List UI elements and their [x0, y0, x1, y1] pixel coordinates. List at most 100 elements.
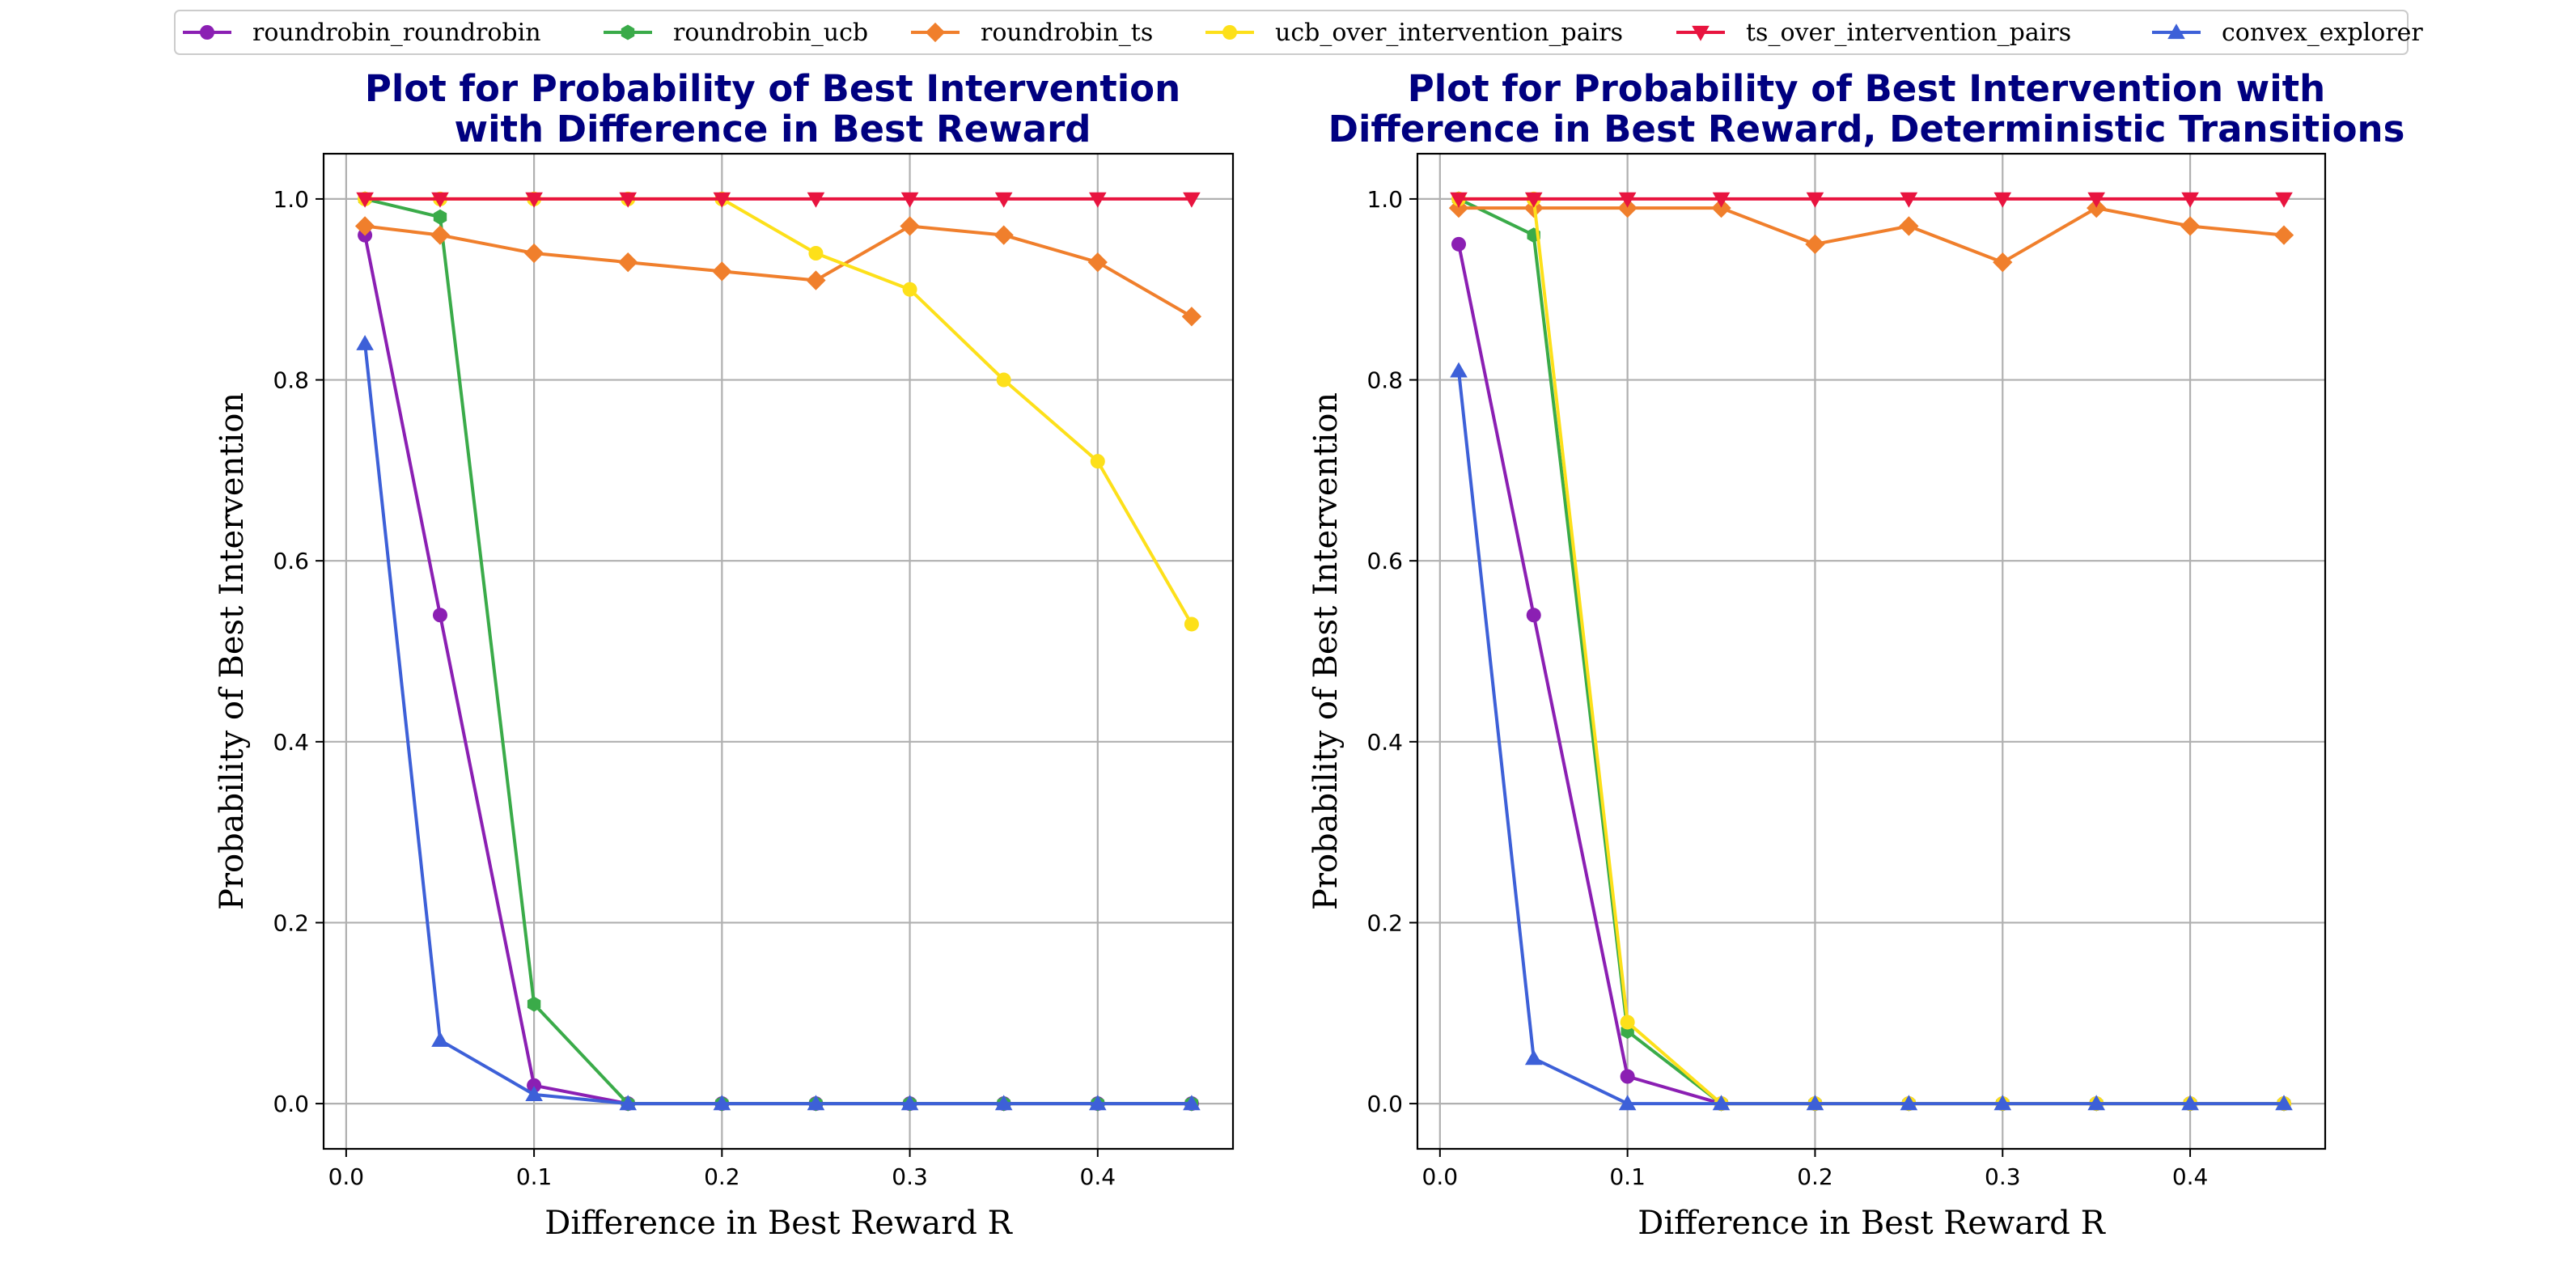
data-point-convex-explorer [900, 1095, 919, 1111]
series-line-roundrobin-ts [364, 224, 1193, 319]
x-tick-label: 0.0 [328, 1163, 365, 1190]
data-point-ts-over-intervention-pairs [900, 192, 919, 208]
data-point-ts-over-intervention-pairs [1618, 192, 1637, 208]
legend-item-convex-explorer: convex_explorer [2152, 19, 2423, 47]
data-point-roundrobin-roundrobin [432, 608, 447, 623]
data-point-ts-over-intervention-pairs [525, 192, 543, 208]
legend-item-roundrobin-ucb: roundrobin_ucb [604, 19, 868, 47]
legend-marker [925, 22, 946, 43]
data-point-convex-explorer [2181, 1095, 2199, 1111]
data-point-ts-over-intervention-pairs [1806, 192, 1824, 208]
y-tick-label: 0.4 [1366, 729, 1403, 756]
y-tick-label: 1.0 [273, 186, 309, 213]
legend-label: ucb_over_intervention_pairs [1275, 19, 1623, 47]
series-roundrobin-roundrobin [358, 227, 1199, 1112]
data-point-ts-over-intervention-pairs [2087, 192, 2105, 208]
data-point-convex-explorer [525, 1086, 543, 1102]
data-point-ts-over-intervention-pairs [1712, 192, 1731, 208]
y-tick-label: 0.2 [273, 909, 309, 936]
legend-label: ts_over_intervention_pairs [1746, 19, 2071, 47]
data-point-ucb-over-intervention-pairs [996, 372, 1011, 388]
data-point-roundrobin-ts [2087, 197, 2107, 218]
y-tick-label: 0.4 [273, 729, 309, 756]
data-point-ts-over-intervention-pairs [994, 192, 1013, 208]
series-line-roundrobin-ucb [1458, 197, 2284, 1106]
chart-title: Plot for Probability of Best Interventio… [1328, 67, 2405, 150]
data-point-roundrobin-ts [1899, 216, 1919, 236]
data-point-roundrobin-ts [2180, 216, 2201, 236]
data-point-convex-explorer [1712, 1095, 1731, 1111]
legend-label: roundrobin_roundrobin [252, 19, 541, 47]
series-convex-explorer [356, 335, 1201, 1111]
x-tick-label: 0.0 [1422, 1163, 1459, 1190]
data-point-ts-over-intervention-pairs [1900, 192, 1918, 208]
series-line-convex-explorer [363, 343, 1192, 1106]
series-ucb-over-intervention-pairs [358, 191, 1199, 632]
data-point-roundrobin-ts [523, 243, 544, 264]
data-point-convex-explorer [1524, 1049, 1543, 1066]
data-point-convex-explorer [1450, 362, 1468, 378]
data-point-ts-over-intervention-pairs [713, 192, 731, 208]
grid [1417, 154, 2325, 1149]
data-point-ts-over-intervention-pairs [1524, 192, 1543, 208]
y-axis-label: Probability of Best Intervention [214, 392, 251, 910]
y-tick-label: 0.6 [273, 548, 309, 574]
y-tick-label: 0.2 [1366, 909, 1403, 936]
data-point-convex-explorer [2087, 1095, 2105, 1111]
series-line-roundrobin-ts [1459, 206, 2285, 265]
grid [324, 154, 1233, 1149]
legend-item-ucb-over-intervention-pairs: ucb_over_intervention_pairs [1205, 19, 1623, 47]
x-tick-label: 0.4 [2172, 1163, 2209, 1190]
series-ucb-over-intervention-pairs [1451, 191, 2291, 1112]
series-line-roundrobin-ucb [364, 197, 1192, 1106]
data-point-roundrobin-ts [1617, 197, 1638, 218]
data-point-ts-over-intervention-pairs [431, 192, 449, 208]
x-tick-label: 0.2 [1797, 1163, 1833, 1190]
data-point-ts-over-intervention-pairs [2181, 192, 2199, 208]
data-point-roundrobin-ts [806, 270, 826, 290]
y-tick-label: 0.6 [1366, 548, 1403, 574]
plot-area-frame [1416, 152, 2327, 1150]
data-point-ts-over-intervention-pairs [1993, 192, 2012, 208]
series-convex-explorer [1450, 362, 2293, 1111]
data-point-ts-over-intervention-pairs [2275, 192, 2293, 208]
data-point-roundrobin-ts [1805, 234, 1825, 254]
legend-item-roundrobin-roundrobin: roundrobin_roundrobin [183, 19, 541, 47]
data-point-ts-over-intervention-pairs [1183, 192, 1201, 208]
data-point-ts-over-intervention-pairs [807, 192, 825, 208]
legend-label: roundrobin_ts [981, 19, 1153, 47]
x-axis-label: Difference in Best Reward R [544, 1205, 1013, 1242]
data-point-ts-over-intervention-pairs [1450, 192, 1468, 208]
x-tick-label: 0.1 [516, 1163, 553, 1190]
legend-item-roundrobin-ts: roundrobin_ts [911, 19, 1153, 47]
legend-marker [1222, 25, 1237, 40]
legend-label: convex_explorer [2222, 19, 2423, 47]
data-point-ts-over-intervention-pairs [1088, 192, 1107, 208]
data-point-roundrobin-roundrobin [1620, 1069, 1635, 1084]
data-point-ucb-over-intervention-pairs [1090, 454, 1105, 469]
series-line-roundrobin-roundrobin [363, 235, 1192, 1106]
x-tick-label: 0.2 [704, 1163, 740, 1190]
data-point-ucb-over-intervention-pairs [1184, 616, 1199, 632]
data-point-roundrobin-ts [900, 216, 920, 236]
chart-right: Plot for Probability of Best Interventio… [1307, 67, 2404, 1242]
data-point-roundrobin-ts [994, 225, 1014, 245]
data-point-convex-explorer [1900, 1095, 1918, 1111]
data-point-ucb-over-intervention-pairs [1620, 1015, 1635, 1030]
data-point-ts-over-intervention-pairs [619, 192, 638, 208]
data-point-convex-explorer [431, 1032, 449, 1047]
y-tick-label: 0.0 [1366, 1091, 1403, 1117]
chart-title: Plot for Probability of Best Interventio… [365, 67, 1180, 150]
data-point-convex-explorer [1993, 1095, 2012, 1111]
data-point-convex-explorer [1618, 1095, 1637, 1111]
data-point-roundrobin-ts [1087, 252, 1108, 273]
data-point-convex-explorer [713, 1095, 731, 1111]
legend: roundrobin_roundrobin roundrobin_ucb round… [174, 10, 2423, 55]
data-point-roundrobin-ts [354, 216, 375, 236]
x-tick-label: 0.4 [1080, 1163, 1116, 1190]
legend-label: roundrobin_ucb [673, 19, 868, 47]
series-line-roundrobin-roundrobin [1457, 244, 2284, 1106]
legend-marker [1692, 25, 1710, 41]
data-point-roundrobin-ts [1711, 197, 1731, 218]
